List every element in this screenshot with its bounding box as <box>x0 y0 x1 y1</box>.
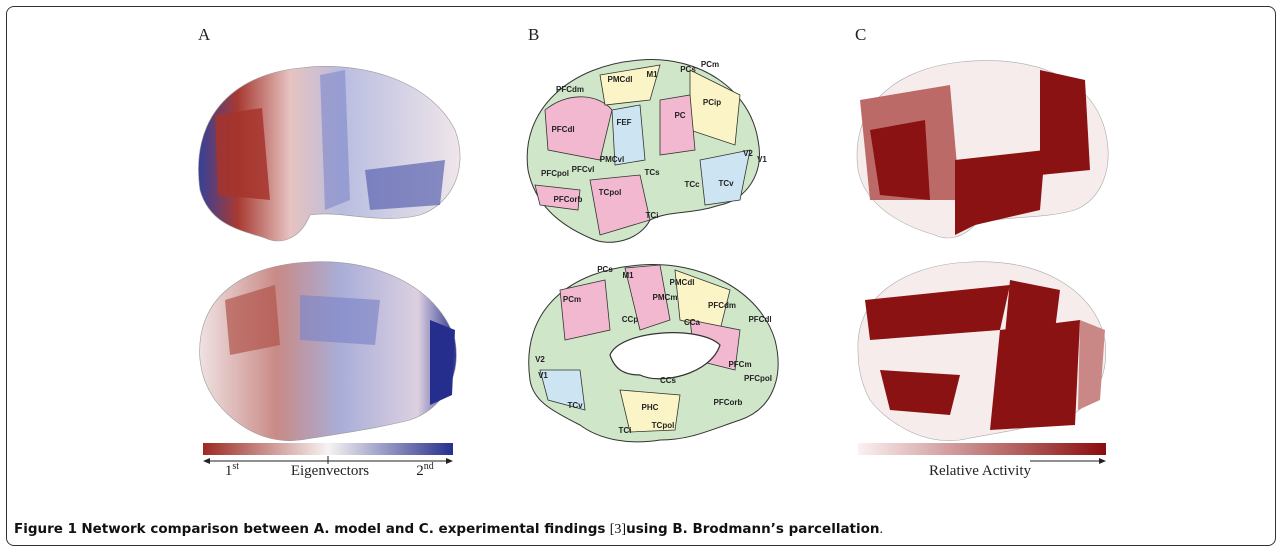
region-label: PFCpol <box>541 169 569 178</box>
region-label: TCpol <box>652 421 675 430</box>
text: 1 <box>225 463 233 479</box>
colorbar-right-label: 2nd <box>416 461 434 479</box>
region-label: V2 <box>743 149 753 158</box>
colorbar-a: 1st Eigenvectors 2nd <box>203 443 453 479</box>
region-label: CCs <box>660 376 677 385</box>
panel-label: C <box>855 25 866 44</box>
brain-c-lateral <box>857 61 1108 238</box>
text: st <box>232 461 239 472</box>
brain-a-lateral <box>198 66 460 241</box>
brain-a-medial <box>200 262 457 441</box>
region-label: V2 <box>535 355 545 364</box>
region-label: PHC <box>642 403 659 412</box>
caption-label: Figure 1 <box>14 521 77 537</box>
region-label: PFCdm <box>556 85 584 94</box>
region-label: M1 <box>622 271 634 280</box>
panel-label: B <box>528 25 539 44</box>
caption: Figure 1 Network comparison between A. m… <box>14 521 883 538</box>
figure: A B C PCm PMCdl M1 PFCdm PCs PCip PC FEF PFCdl PM… <box>0 0 1282 552</box>
region-label: M1 <box>646 70 658 79</box>
region-label: TCv <box>567 401 583 410</box>
region-label: PCs <box>597 265 613 274</box>
region-label: PCip <box>703 98 721 107</box>
caption-text: using B. Brodmann’s parcellation <box>626 521 879 537</box>
region-label: TCv <box>718 179 734 188</box>
region-label: PFCorb <box>714 398 743 407</box>
region-label: PMCvl <box>600 155 624 164</box>
colorbar-title: Relative Activity <box>929 463 1032 479</box>
region-label: CCa <box>684 318 701 327</box>
region-label: TCi <box>619 426 632 435</box>
region-label: PCm <box>563 295 581 304</box>
text: 2 <box>416 463 424 479</box>
text: nd <box>424 461 434 472</box>
caption-ref: [3] <box>610 522 626 537</box>
brain-c-medial <box>858 262 1106 441</box>
colorbar-c: Relative Activity <box>858 443 1106 479</box>
region-label: PC <box>674 111 685 120</box>
colorbar-left-label: 1st <box>225 461 239 479</box>
region-label: PMCdl <box>608 75 633 84</box>
caption-text: Network comparison between A. model and … <box>81 521 605 537</box>
caption-end: . <box>880 522 884 537</box>
brain-b-medial <box>529 264 778 441</box>
page: A B C PCm PMCdl M1 PFCdm PCs PCip PC FEF PFCdl PM… <box>0 0 1282 552</box>
region-label: TCpol <box>599 188 622 197</box>
region-label: PFCdm <box>708 301 736 310</box>
colorbar-title: Eigenvectors <box>291 463 369 479</box>
region-label: PFCpol <box>744 374 772 383</box>
region-label: PCs <box>680 65 696 74</box>
region-label: TCi <box>646 211 659 220</box>
region-label: CCp <box>622 315 639 324</box>
region-label: TCc <box>684 180 700 189</box>
region-label: PCm <box>701 60 719 69</box>
region-label: PFCm <box>728 360 751 369</box>
region-label: PFCvl <box>572 165 595 174</box>
region-label: PFCdl <box>551 125 574 134</box>
region-label: TCs <box>644 168 660 177</box>
region-label: PFCorb <box>554 195 583 204</box>
region-label: PMCm <box>653 293 678 302</box>
region-label: V1 <box>538 371 548 380</box>
region-label: FEF <box>616 118 631 127</box>
region-label: PMCdl <box>670 278 695 287</box>
panel-labels: A B C <box>198 25 866 44</box>
region-label: V1 <box>757 155 767 164</box>
panel-label: A <box>198 25 211 44</box>
region-label: PFCdl <box>748 315 771 324</box>
